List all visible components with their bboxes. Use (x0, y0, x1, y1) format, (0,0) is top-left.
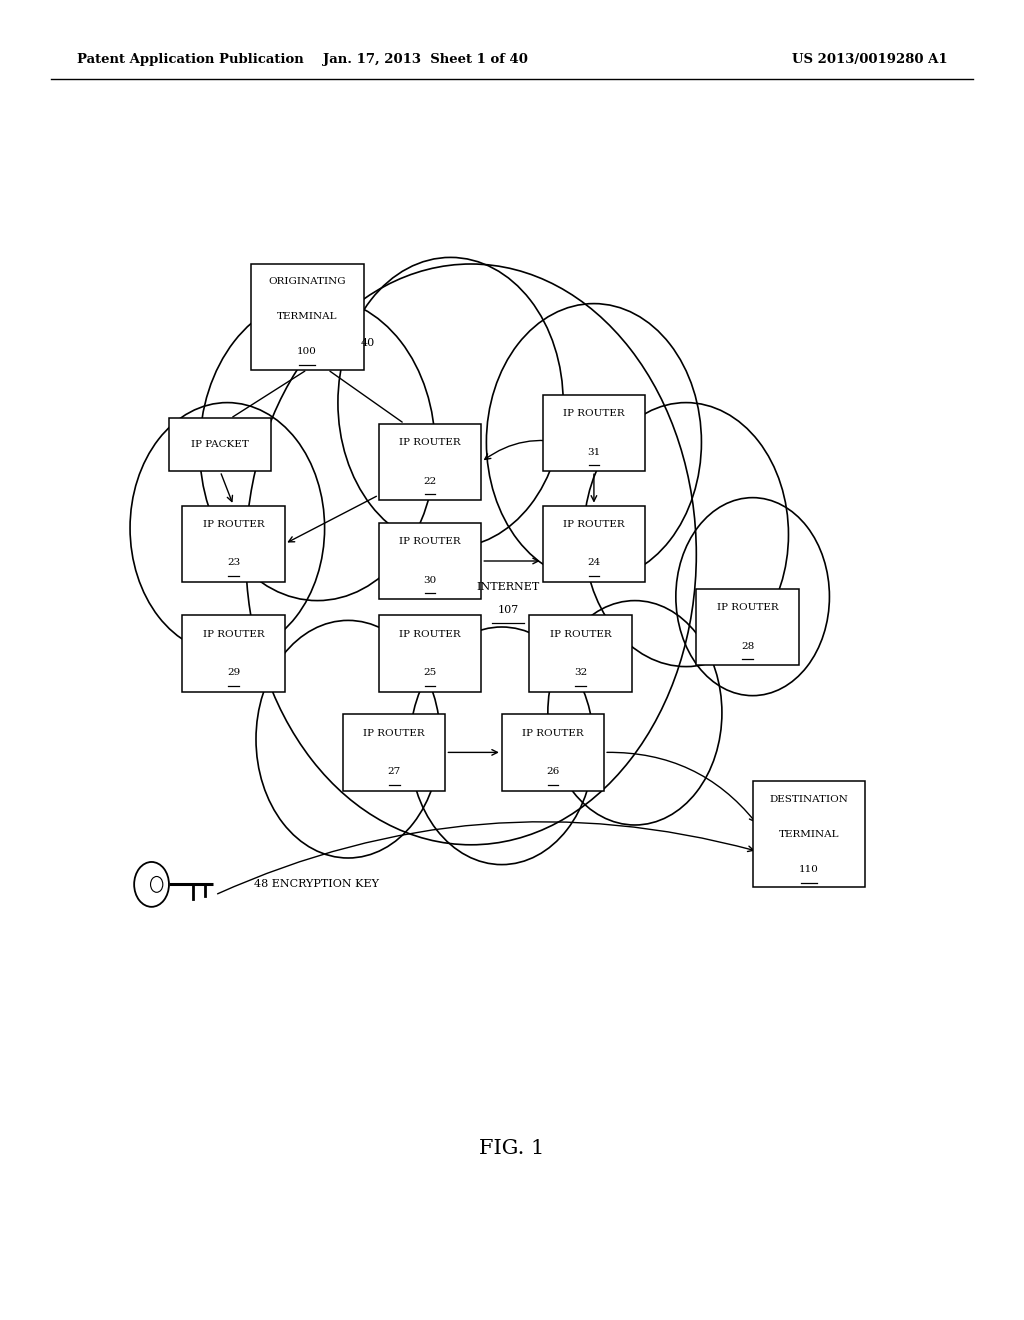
Text: Patent Application Publication: Patent Application Publication (77, 53, 303, 66)
Text: 110: 110 (799, 865, 819, 874)
Text: 40: 40 (360, 338, 375, 348)
Bar (379, 615, 481, 692)
Text: IP ROUTER: IP ROUTER (563, 409, 625, 418)
Text: 29: 29 (227, 668, 240, 677)
Text: 107: 107 (498, 605, 518, 615)
Text: ORIGINATING: ORIGINATING (268, 277, 346, 286)
Circle shape (676, 498, 829, 696)
Text: DESTINATION: DESTINATION (769, 795, 849, 804)
Circle shape (338, 257, 563, 548)
Circle shape (548, 601, 722, 825)
Text: 22: 22 (424, 477, 436, 486)
Text: 48 ENCRYPTION KEY: 48 ENCRYPTION KEY (254, 879, 379, 890)
Text: TERMINAL: TERMINAL (276, 313, 338, 321)
Bar (182, 506, 285, 582)
Bar (543, 395, 645, 471)
Text: 31: 31 (588, 447, 600, 457)
Text: IP ROUTER: IP ROUTER (399, 537, 461, 546)
Text: IP ROUTER: IP ROUTER (399, 438, 461, 447)
Bar (343, 714, 445, 791)
Circle shape (151, 876, 163, 892)
Bar (169, 418, 271, 471)
Circle shape (486, 304, 701, 581)
Bar (543, 506, 645, 582)
Circle shape (130, 403, 325, 653)
Text: TERMINAL: TERMINAL (778, 830, 840, 838)
Bar (251, 264, 364, 370)
Bar (753, 781, 865, 887)
Text: IP ROUTER: IP ROUTER (550, 630, 611, 639)
Text: US 2013/0019280 A1: US 2013/0019280 A1 (792, 53, 947, 66)
Circle shape (584, 403, 788, 667)
Text: Jan. 17, 2013  Sheet 1 of 40: Jan. 17, 2013 Sheet 1 of 40 (323, 53, 527, 66)
Circle shape (256, 620, 440, 858)
Text: IP ROUTER: IP ROUTER (563, 520, 625, 529)
Text: 27: 27 (388, 767, 400, 776)
Text: IP ROUTER: IP ROUTER (717, 603, 778, 612)
Text: IP ROUTER: IP ROUTER (399, 630, 461, 639)
Text: IP ROUTER: IP ROUTER (203, 520, 264, 529)
Circle shape (200, 297, 435, 601)
Text: 23: 23 (227, 558, 240, 568)
Bar (502, 714, 604, 791)
Bar (379, 523, 481, 599)
Text: 28: 28 (741, 642, 754, 651)
Bar (696, 589, 799, 665)
Text: FIG. 1: FIG. 1 (479, 1139, 545, 1158)
Bar (379, 424, 481, 500)
Text: 26: 26 (547, 767, 559, 776)
Bar (529, 615, 632, 692)
Text: 30: 30 (424, 576, 436, 585)
Text: 24: 24 (588, 558, 600, 568)
Text: 32: 32 (574, 668, 587, 677)
Text: 25: 25 (424, 668, 436, 677)
Circle shape (246, 264, 696, 845)
Text: IP ROUTER: IP ROUTER (522, 729, 584, 738)
Circle shape (410, 627, 594, 865)
Text: IP ROUTER: IP ROUTER (364, 729, 425, 738)
Text: INTERNET: INTERNET (476, 582, 540, 593)
Text: IP ROUTER: IP ROUTER (203, 630, 264, 639)
Text: 100: 100 (297, 347, 317, 356)
Text: IP PACKET: IP PACKET (191, 441, 249, 449)
Bar (182, 615, 285, 692)
